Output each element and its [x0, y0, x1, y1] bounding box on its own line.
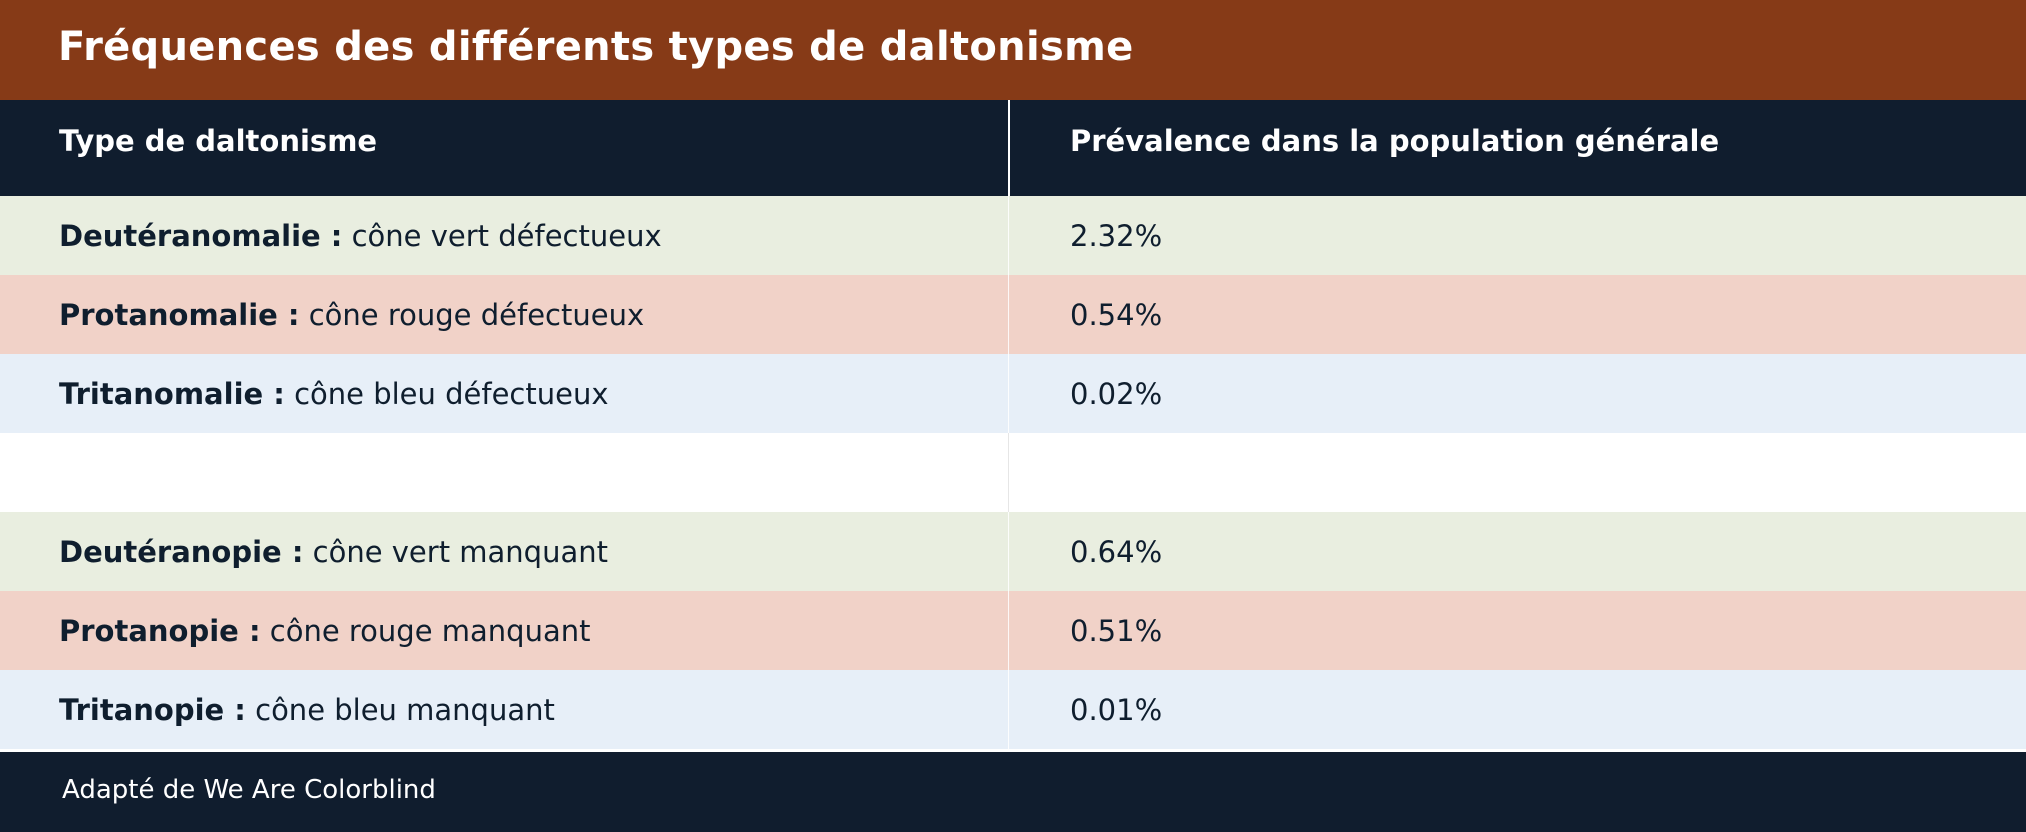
type-name: Deutéranomalie : — [59, 219, 343, 253]
cell-prevalence: 0.54% — [1070, 298, 1163, 332]
cell-type: Deutéranomalie : cône vert défectueux — [59, 219, 662, 253]
table-row: Protanomalie : cône rouge défectueux 0.54… — [0, 275, 2026, 354]
column-divider — [1008, 512, 1009, 591]
column-divider — [1008, 354, 1009, 433]
column-divider — [1008, 275, 1009, 354]
table-header: Type de daltonisme Prévalence dans la po… — [0, 100, 2026, 196]
cell-prevalence: 0.51% — [1070, 614, 1163, 648]
title-bar: Fréquences des différents types de dalto… — [0, 0, 2026, 100]
cell-prevalence: 0.01% — [1070, 693, 1163, 727]
cell-prevalence: 2.32% — [1070, 219, 1163, 253]
cell-type: Tritanopie : cône bleu manquant — [59, 693, 555, 727]
table-row: Protanopie : cône rouge manquant 0.51% — [0, 591, 2026, 670]
table-row: Tritanopie : cône bleu manquant 0.01% — [0, 670, 2026, 749]
footer: Adapté de We Are Colorblind — [0, 752, 2026, 832]
cell-type: Tritanomalie : cône bleu défectueux — [59, 377, 609, 411]
column-header-type: Type de daltonisme — [59, 124, 378, 158]
column-divider — [1008, 591, 1009, 670]
table-row: Deutéranopie : cône vert manquant 0.64% — [0, 512, 2026, 591]
column-header-prevalence: Prévalence dans la population générale — [1070, 124, 1720, 158]
table-body: Deutéranomalie : cône vert défectueux 2.3… — [0, 196, 2026, 749]
page-title: Fréquences des différents types de dalto… — [58, 24, 1134, 70]
type-name: Deutéranopie : — [59, 535, 304, 569]
column-divider — [1008, 100, 1010, 196]
table-row: Tritanomalie : cône bleu défectueux 0.02% — [0, 354, 2026, 433]
cell-type: Protanopie : cône rouge manquant — [59, 614, 590, 648]
type-description: cône bleu manquant — [255, 693, 555, 727]
type-name: Tritanopie : — [59, 693, 246, 727]
type-description: cône rouge manquant — [269, 614, 591, 648]
cell-type: Deutéranopie : cône vert manquant — [59, 535, 608, 569]
type-description: cône rouge défectueux — [308, 298, 645, 332]
column-divider — [1008, 196, 1009, 275]
type-name: Protanopie : — [59, 614, 261, 648]
cell-prevalence: 0.64% — [1070, 535, 1163, 569]
column-divider — [1008, 670, 1009, 749]
type-name: Protanomalie : — [59, 298, 300, 332]
table-row: Deutéranomalie : cône vert défectueux 2.3… — [0, 196, 2026, 275]
column-divider — [1008, 433, 1009, 512]
type-description: cône bleu défectueux — [294, 377, 609, 411]
source-credit: Adapté de We Are Colorblind — [62, 775, 436, 805]
cell-type: Protanomalie : cône rouge défectueux — [59, 298, 644, 332]
type-description: cône vert défectueux — [351, 219, 662, 253]
type-description: cône vert manquant — [312, 535, 608, 569]
cell-prevalence: 0.02% — [1070, 377, 1163, 411]
table-spacer-row — [0, 433, 2026, 512]
type-name: Tritanomalie : — [59, 377, 285, 411]
